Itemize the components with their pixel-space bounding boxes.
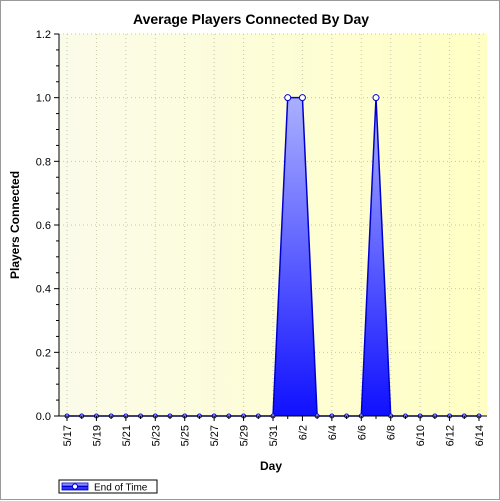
- x-axis-title: Day: [260, 459, 282, 473]
- x-tick-label: 6/14: [474, 425, 486, 446]
- y-tick-label: 0.4: [36, 284, 51, 296]
- x-tick-label: 5/29: [239, 425, 251, 446]
- legend: End of Time: [58, 479, 158, 494]
- grid-lines: [59, 33, 487, 416]
- x-tick-label: 5/21: [121, 425, 133, 446]
- x-tick-label: 6/10: [415, 425, 427, 446]
- y-tick-label: 0.0: [36, 411, 51, 423]
- x-tick-label: 6/4: [327, 425, 339, 440]
- chart-title: Average Players Connected By Day: [133, 11, 369, 27]
- y-tick-label: 1.2: [36, 29, 51, 41]
- legend-label: End of Time: [94, 483, 148, 494]
- x-tick-label: 5/27: [209, 425, 221, 446]
- x-tick-label: 5/23: [150, 425, 162, 446]
- x-tick-label: 6/12: [445, 425, 457, 446]
- data-point: [298, 94, 306, 102]
- x-tick-label: 5/25: [180, 425, 192, 446]
- y-axis-title: Players Connected: [8, 171, 22, 279]
- y-tick-label: 1.0: [36, 93, 51, 105]
- x-tick-label: 6/2: [297, 425, 309, 440]
- data-point: [284, 94, 292, 102]
- y-tick-label: 0.6: [36, 220, 51, 232]
- x-tick-label: 6/6: [356, 425, 368, 440]
- series-area-fill: [67, 97, 479, 417]
- y-tick-label: 0.8: [36, 156, 51, 168]
- legend-marker: [71, 483, 79, 490]
- y-axis-ticks: 0.0 0.2 0.4 0.6 0.8 1.0 1.2: [36, 29, 59, 423]
- data-point: [372, 94, 380, 102]
- x-tick-label: 6/8: [386, 425, 398, 440]
- x-axis-ticks: 5/17 5/19 5/21 5/23 5/25 5/27 5/29 5/31 6/2 6/4 6/…: [62, 416, 486, 446]
- x-tick-label: 5/17: [62, 425, 74, 446]
- x-tick-label: 5/19: [91, 425, 103, 446]
- x-tick-label: 5/31: [268, 425, 280, 446]
- y-tick-label: 0.2: [36, 347, 51, 359]
